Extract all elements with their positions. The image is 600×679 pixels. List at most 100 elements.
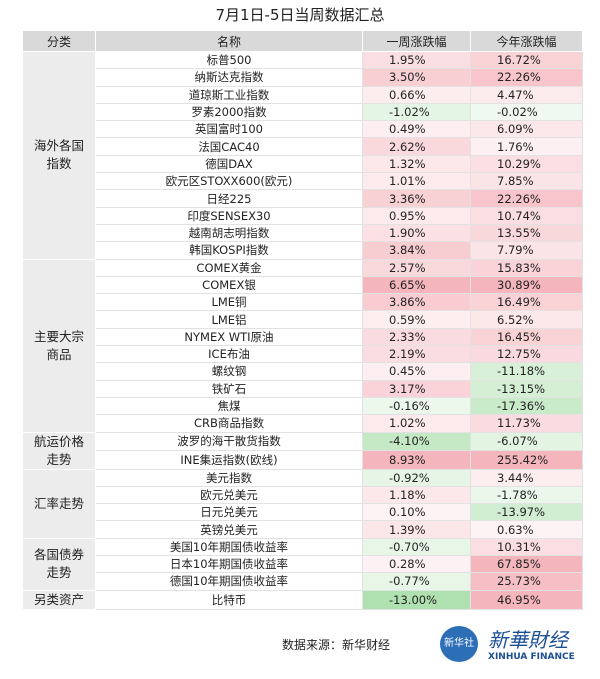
table-row: 日元兑美元 0.10% -13.97% [23,503,583,522]
table-row: 纳斯达克指数 3.50% 22.26% [23,68,583,87]
item-name: COMEX黄金 [95,258,363,277]
item-name: 标普500 [95,50,363,70]
item-name: 罗素2000指数 [95,102,363,122]
ytd-change: 6.09% [470,120,583,139]
ytd-change: 7.79% [470,241,583,260]
table-row: 航运价格走势 波罗的海干散货指数 -4.10% -6.07% [22,431,583,470]
ytd-change: 1.76% [470,137,583,156]
table-row: 德国DAX 1.32% 10.29% [23,154,583,174]
ytd-change: 11.73% [470,414,583,433]
item-name: COMEX银 [95,275,363,295]
group-label: 航运价格走势 [22,431,96,470]
group-label: 各国债券走势 [22,537,96,591]
table-row: 海外各国指数 标普500 1.95% 16.72% [22,50,583,260]
logo-text: 新華財经 [488,628,568,652]
table-row: 另类资产 比特币 -13.00% 46.95% [22,589,583,610]
weekly-change: -1.02% [362,102,471,122]
weekly-change: 6.65% [362,275,471,295]
ytd-change: -11.18% [470,362,583,381]
item-name: 欧元兑美元 [95,485,363,505]
weekly-change: 0.10% [362,503,471,522]
weekly-change: 2.33% [362,327,471,347]
table-row: 越南胡志明指数 1.90% 13.55% [23,223,583,243]
weekly-change: 3.86% [362,293,471,312]
logo: 新华社 新華財经 XINHUA FINANCE [436,624,586,668]
table-row: 罗素2000指数 -1.02% -0.02% [23,102,583,122]
column-header: 分类 [22,30,96,52]
weekly-change: 1.95% [362,50,471,70]
item-name: CRB商品指数 [95,414,363,433]
item-name: 螺纹钢 [95,362,363,381]
ytd-change: -1.78% [470,485,583,505]
table-row: 英镑兑美元 1.39% 0.63% [23,520,583,539]
group-label: 另类资产 [22,589,96,610]
column-header: 名称 [95,30,363,52]
weekly-change: 3.36% [362,189,471,208]
item-name: ICE布油 [95,345,363,364]
weekly-change: -13.00% [362,589,471,610]
weekly-change: 0.45% [362,362,471,381]
item-name: 道琼斯工业指数 [95,85,363,104]
ytd-change: -17.36% [470,396,583,416]
item-name: NYMEX WTI原油 [95,327,363,347]
ytd-change: 4.47% [470,85,583,104]
ytd-change: -13.15% [470,379,583,398]
ytd-change: 255.42% [470,450,583,470]
item-name: 比特币 [95,589,363,610]
weekly-change: 1.02% [362,414,471,433]
source-note: 数据来源：新华财经 [282,638,391,652]
group-label: 汇率走势 [22,468,96,539]
table-row: 焦煤 -0.16% -17.36% [23,396,583,416]
ytd-change: 16.45% [470,327,583,347]
item-name: 印度SENSEX30 [95,206,363,225]
table-row: 日经225 3.36% 22.26% [23,189,583,208]
table-row: 欧元区STOXX600(欧元) 1.01% 7.85% [23,172,583,191]
table-row: 铁矿石 3.17% -13.15% [23,379,583,398]
item-name: 英镑兑美元 [95,520,363,539]
table-row: 主要大宗商品 COMEX黄金 2.57% 15.83% [22,258,583,433]
table-row: 法国CAC40 2.62% 1.76% [23,137,583,156]
ytd-change: 6.52% [470,310,583,329]
weekly-change: 0.59% [362,310,471,329]
table-row: 德国10年期国债收益率 -0.77% 25.73% [23,572,583,591]
ytd-change: -0.02% [470,102,583,122]
header-row: 分类 名称 一周涨跌幅 今年涨跌幅 [22,30,583,52]
table-row: INE集运指数(欧线) 8.93% 255.42% [23,450,583,470]
ytd-change: 16.49% [470,293,583,312]
table-row: LME铜 3.86% 16.49% [23,293,583,312]
table-row: LME铝 0.59% 6.52% [23,310,583,329]
ytd-change: 10.74% [470,206,583,225]
weekly-change: 3.50% [362,68,471,87]
weekly-change: 8.93% [362,450,471,470]
ytd-change: 25.73% [470,572,583,591]
table-row: 英国富时100 0.49% 6.09% [23,120,583,139]
weekly-change: 1.18% [362,485,471,505]
logo-subtext: XINHUA FINANCE [488,652,575,662]
item-name: 德国10年期国债收益率 [95,572,363,591]
weekly-change: 3.17% [362,379,471,398]
ytd-change: 22.26% [470,68,583,87]
table-row: 韩国KOSPI指数 3.84% 7.79% [23,241,583,260]
item-name: 美元指数 [95,468,363,487]
ytd-change: 7.85% [470,172,583,191]
ytd-change: 0.63% [470,520,583,539]
column-header: 今年涨跌幅 [470,30,583,52]
weekly-change: 2.57% [362,258,471,277]
weekly-change: -4.10% [362,431,471,452]
item-name: 纳斯达克指数 [95,68,363,87]
weekly-change: 1.32% [362,154,471,174]
weekly-change: 1.01% [362,172,471,191]
item-name: 波罗的海干散货指数 [95,431,363,452]
item-name: LME铜 [95,293,363,312]
table-row: CRB商品指数 1.02% 11.73% [23,414,583,433]
table-row: 日本10年期国债收益率 0.28% 67.85% [23,555,583,574]
weekly-change: 0.28% [362,555,471,574]
item-name: 越南胡志明指数 [95,223,363,243]
weekly-change: 2.62% [362,137,471,156]
ytd-change: 12.75% [470,345,583,364]
title: 7月1日-5日当周数据汇总 [215,6,385,24]
table-row: NYMEX WTI原油 2.33% 16.45% [23,327,583,347]
group-label: 主要大宗商品 [22,258,96,433]
table-body: 海外各国指数 标普500 1.95% 16.72% 纳斯达克指数 3.50% 22.26% 道… [22,50,583,610]
